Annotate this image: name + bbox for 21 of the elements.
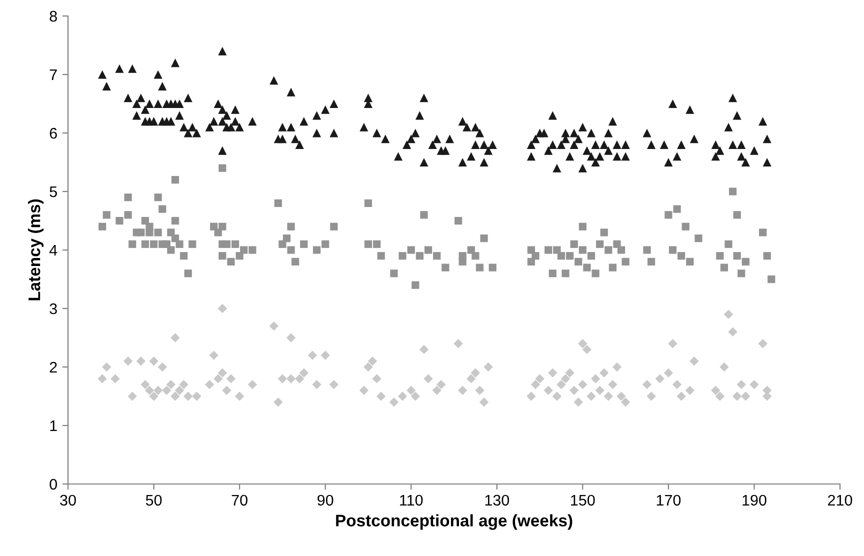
x-tick-label: 170	[656, 494, 681, 506]
y-tick-label: 8	[50, 10, 57, 22]
x-tick-label: 50	[146, 494, 162, 506]
x-tick-label: 130	[485, 494, 510, 506]
x-axis-title: Postconceptional age (weeks)	[336, 514, 572, 530]
x-tick-label: 210	[828, 494, 852, 506]
y-axis-title: Latency (ms)	[28, 199, 44, 300]
y-tick-label: 7	[50, 70, 57, 80]
x-tick-label: 190	[742, 494, 766, 506]
y-tick-label: 2	[50, 362, 57, 373]
x-tick-label: 30	[60, 494, 76, 506]
y-tick-label: 6	[50, 128, 57, 139]
y-tick-label: 4	[49, 245, 58, 256]
x-tick-label: 90	[318, 494, 334, 506]
y-tick-label: 1	[50, 420, 57, 432]
y-tick-label: 3	[50, 303, 57, 314]
x-tick-label: 70	[232, 494, 248, 506]
x-tick-label: 150	[571, 494, 595, 506]
x-tick-label: 110	[400, 494, 423, 506]
y-tick-label: 0	[50, 478, 57, 490]
y-tick-label: 5	[50, 186, 57, 198]
